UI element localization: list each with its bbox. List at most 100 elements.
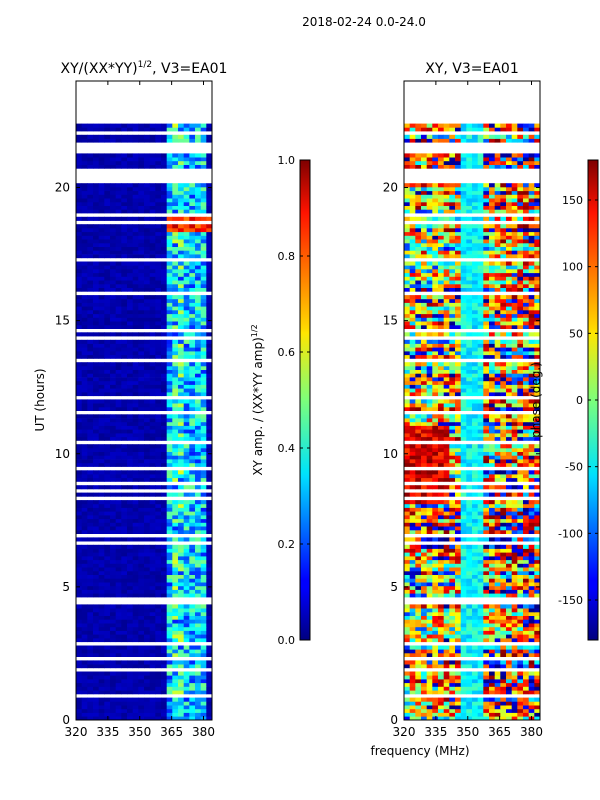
heatmap-cell <box>104 242 111 247</box>
heatmap-cell <box>426 544 433 549</box>
heatmap-cell <box>110 194 117 199</box>
heatmap-cell <box>87 265 94 270</box>
heatmap-cell <box>426 589 433 594</box>
heatmap-cell <box>110 567 117 572</box>
heatmap-cell <box>127 384 134 389</box>
heatmap-cell <box>87 589 94 594</box>
heatmap-cell <box>195 280 202 285</box>
heatmap-cell <box>206 686 212 691</box>
heatmap-cell <box>517 447 524 452</box>
heatmap-cell <box>127 459 134 464</box>
heatmap-cell <box>472 623 479 628</box>
heatmap-cell <box>528 544 535 549</box>
heatmap-cell <box>98 470 105 475</box>
heatmap-cell <box>110 425 117 430</box>
heatmap-cell <box>183 365 190 370</box>
heatmap-cell <box>489 593 496 598</box>
heatmap-cell <box>409 652 416 657</box>
heatmap-cell <box>155 224 162 229</box>
heatmap-cell <box>87 679 94 684</box>
heatmap-cell <box>87 187 94 192</box>
heatmap-cell <box>115 716 122 720</box>
heatmap-cell <box>110 477 117 482</box>
heatmap-cell <box>460 421 467 426</box>
heatmap-cell <box>166 373 173 378</box>
heatmap-cell <box>206 190 212 195</box>
heatmap-cell <box>489 447 496 452</box>
heatmap-cell <box>76 369 83 374</box>
heatmap-cell <box>93 246 100 251</box>
heatmap-cell <box>172 216 179 221</box>
heatmap-cell <box>121 127 128 132</box>
heatmap-cell <box>195 123 202 128</box>
heatmap-cell <box>534 630 540 635</box>
heatmap-cell <box>506 548 513 553</box>
heatmap-cell <box>511 477 518 482</box>
heatmap-cell <box>132 712 139 717</box>
heatmap-cell <box>104 451 111 456</box>
phase-heatmap[interactable] <box>404 123 540 721</box>
heatmap-cell <box>449 507 456 512</box>
heatmap-cell <box>426 455 433 460</box>
heatmap-cell <box>93 332 100 337</box>
heatmap-cell <box>172 187 179 192</box>
heatmap-cell <box>87 492 94 497</box>
heatmap-cell <box>472 626 479 631</box>
heatmap-cell <box>144 623 151 628</box>
heatmap-cell <box>466 548 473 553</box>
heatmap-cell <box>121 589 128 594</box>
heatmap-cell <box>161 705 168 710</box>
heatmap-cell <box>132 153 139 158</box>
heatmap-cell <box>121 559 128 564</box>
heatmap-cell <box>110 705 117 710</box>
heatmap-cell <box>178 190 185 195</box>
heatmap-cell <box>449 556 456 561</box>
heatmap-cell <box>534 634 540 639</box>
heatmap-cell <box>166 537 173 542</box>
heatmap-cell <box>98 362 105 367</box>
heatmap-cell <box>195 582 202 587</box>
heatmap-cell <box>76 559 83 564</box>
heatmap-cell <box>449 474 456 479</box>
heatmap-cell <box>121 682 128 687</box>
heatmap-cell <box>121 574 128 579</box>
heatmap-cell <box>528 418 535 423</box>
heatmap-cell <box>76 332 83 337</box>
heatmap-cell <box>449 701 456 706</box>
heatmap-cell <box>466 660 473 665</box>
heatmap-cell <box>472 503 479 508</box>
heatmap-cell <box>81 406 88 411</box>
heatmap-cell <box>443 679 450 684</box>
heatmap-cell <box>426 507 433 512</box>
heatmap-cell <box>104 418 111 423</box>
heatmap-cell <box>438 507 445 512</box>
heatmap-cell <box>76 660 83 665</box>
heatmap-cell <box>200 712 207 717</box>
heatmap-cell <box>149 582 156 587</box>
heatmap-cell <box>87 339 94 344</box>
heatmap-cell <box>432 500 439 505</box>
heatmap-cell <box>127 474 134 479</box>
heatmap-cell <box>466 447 473 452</box>
heatmap-cell <box>166 231 173 236</box>
heatmap-cell <box>161 339 168 344</box>
heatmap-cell <box>127 187 134 192</box>
heatmap-cell <box>161 563 168 568</box>
amplitude-heatmap[interactable] <box>76 123 212 721</box>
heatmap-cell <box>161 626 168 631</box>
heatmap-cell <box>195 421 202 426</box>
heatmap-cell <box>455 406 462 411</box>
heatmap-cell <box>477 630 484 635</box>
heatmap-cell <box>178 313 185 318</box>
heatmap-cell <box>110 608 117 613</box>
heatmap-cell <box>528 526 535 531</box>
heatmap-cell <box>421 515 428 520</box>
heatmap-cell <box>183 380 190 385</box>
heatmap-cell <box>195 608 202 613</box>
heatmap-cell <box>93 474 100 479</box>
heatmap-cell <box>183 302 190 307</box>
heatmap-cell <box>477 679 484 684</box>
heatmap-cell <box>523 671 530 676</box>
heatmap-cell <box>426 429 433 434</box>
heatmap-cell <box>178 608 185 613</box>
